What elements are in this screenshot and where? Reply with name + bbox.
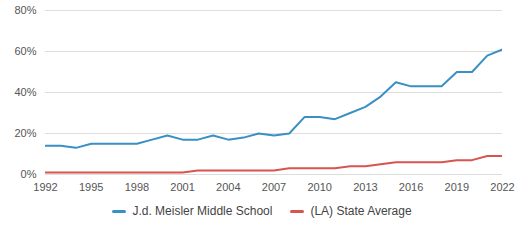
svg-text:2001: 2001 <box>170 181 194 193</box>
svg-text:0%: 0% <box>21 168 37 180</box>
svg-text:2016: 2016 <box>399 181 423 193</box>
svg-text:80%: 80% <box>14 4 36 16</box>
svg-text:2007: 2007 <box>262 181 286 193</box>
svg-text:2019: 2019 <box>445 181 469 193</box>
svg-text:60%: 60% <box>14 45 36 57</box>
svg-text:1995: 1995 <box>79 181 103 193</box>
svg-text:2013: 2013 <box>353 181 377 193</box>
html-text:J.d. Meisler Middle School: J.d. Meisler Middle School <box>132 204 273 218</box>
svg-text:1992: 1992 <box>33 181 57 193</box>
svg-text:1998: 1998 <box>125 181 149 193</box>
svg-text:2022: 2022 <box>490 181 514 193</box>
svg-text:40%: 40% <box>14 86 36 98</box>
svg-text:20%: 20% <box>14 127 36 139</box>
svg-text:2004: 2004 <box>216 181 240 193</box>
html-text:(LA) State Average: (LA) State Average <box>310 204 412 218</box>
svg-text:2010: 2010 <box>307 181 331 193</box>
